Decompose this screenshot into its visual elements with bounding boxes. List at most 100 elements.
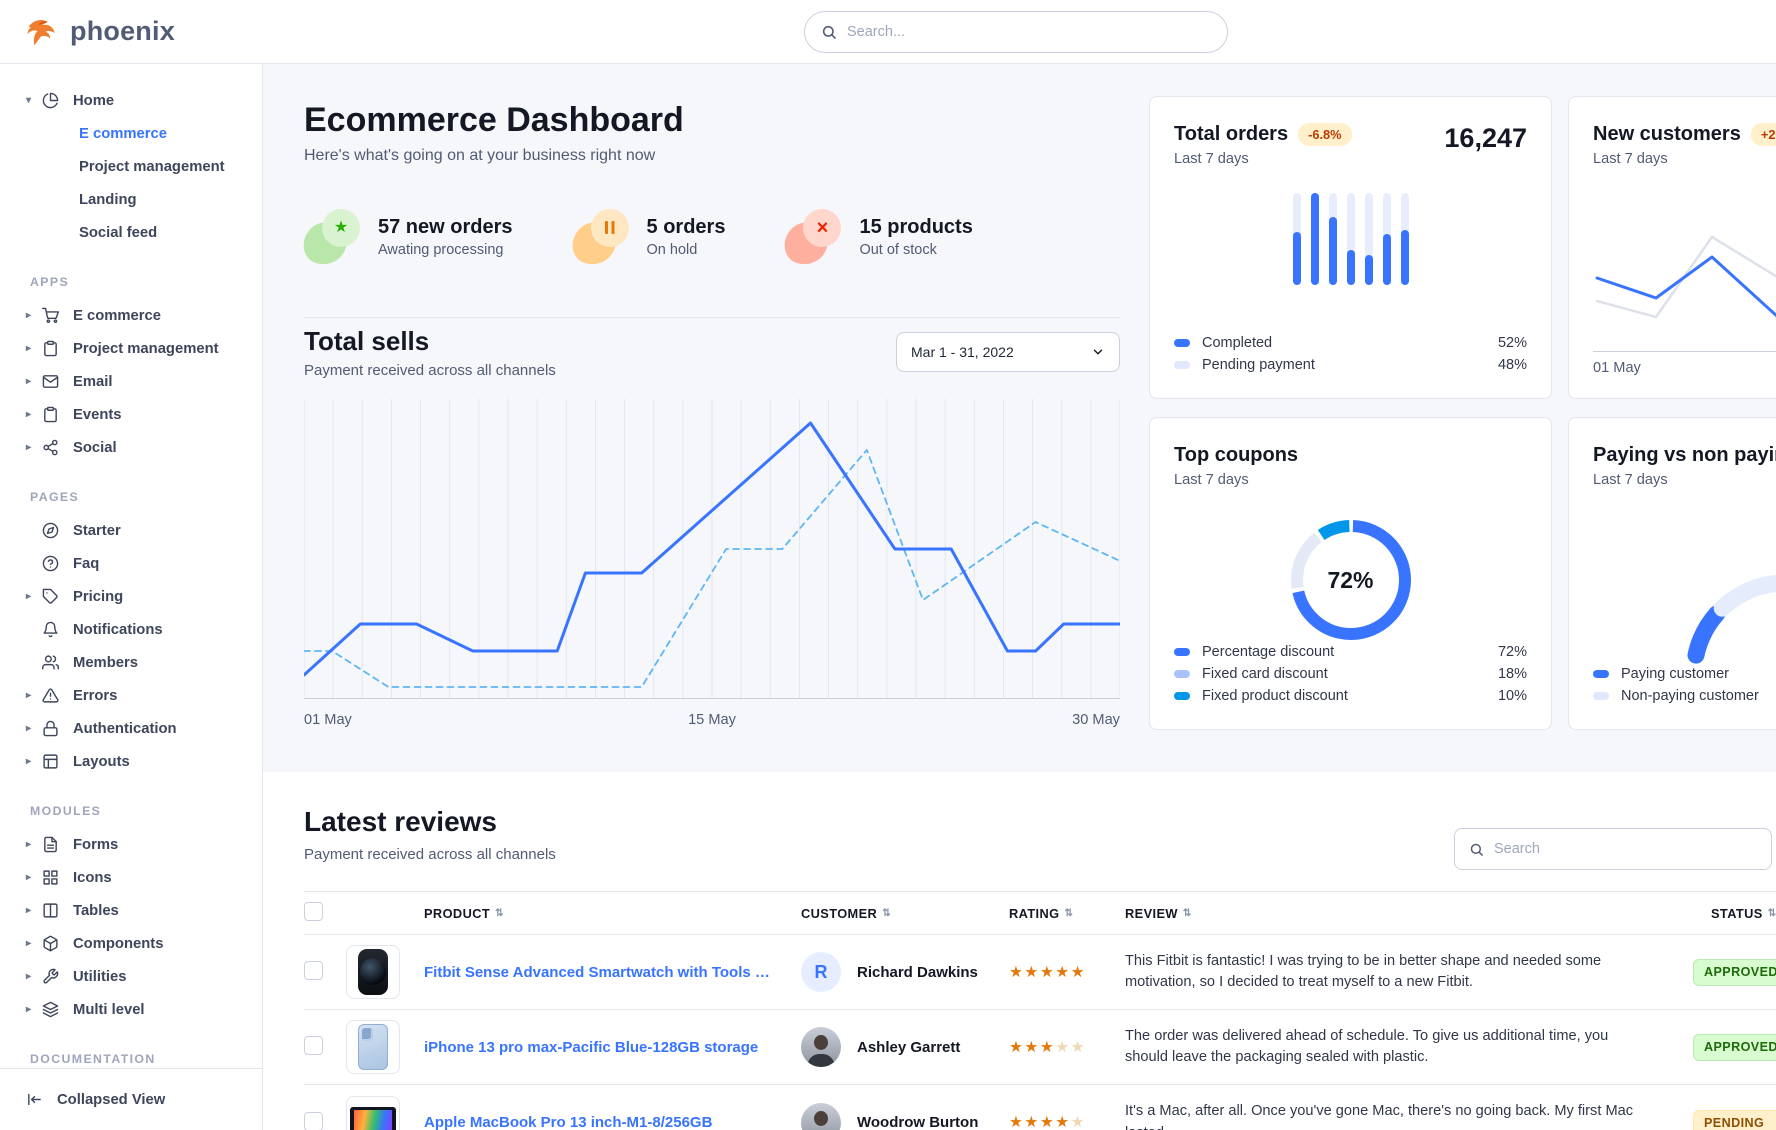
- legend-swatch: [1174, 361, 1190, 369]
- sidebar-item-e-commerce[interactable]: ▸ E commerce: [26, 307, 162, 324]
- pause-icon: [590, 208, 629, 247]
- alert-triangle-icon: [42, 687, 59, 704]
- review-table-row: Apple MacBook Pro 13 inch-M1-8/256GB Woo…: [304, 1085, 1776, 1130]
- sidebar-item-pricing[interactable]: ▸ Pricing: [26, 588, 124, 605]
- sidebar-item-events[interactable]: ▸ Events: [26, 406, 122, 423]
- product-thumbnail[interactable]: [346, 1020, 400, 1074]
- column-header-customer[interactable]: CUSTOMER ⇅: [801, 905, 891, 921]
- tag-icon: [42, 588, 59, 605]
- chevron-down-icon: [1093, 349, 1103, 355]
- card-title: New customers: [1593, 123, 1741, 145]
- caret-right-icon: ▸: [26, 690, 32, 701]
- status-badge: APPROVED✓: [1693, 1033, 1776, 1061]
- row-checkbox[interactable]: [304, 1036, 323, 1055]
- sidebar-item-errors[interactable]: ▸ Errors: [26, 687, 118, 704]
- sidebar-item-multi-level[interactable]: ▸ Multi level: [26, 1001, 145, 1018]
- column-header-status[interactable]: STATUS ⇅: [1711, 905, 1776, 921]
- sidebar-subitem-e-commerce[interactable]: E commerce: [79, 125, 168, 142]
- product-thumbnail[interactable]: [346, 1095, 400, 1130]
- sidebar-subitem-landing[interactable]: Landing: [79, 191, 137, 208]
- reviews-table-header: PRODUCT ⇅ CUSTOMER ⇅ RATING ⇅ REVIEW ⇅ STATU…: [304, 891, 1776, 935]
- caret-right-icon: ▸: [26, 310, 32, 321]
- rating-stars: ★★★★★: [1009, 1114, 1087, 1130]
- star-icon: ★: [322, 208, 360, 247]
- global-search-input[interactable]: [847, 24, 1211, 40]
- select-all-checkbox[interactable]: [304, 902, 323, 921]
- legend-row: Fixed product discount 10%: [1174, 685, 1527, 707]
- customer-name: Richard Dawkins: [857, 963, 978, 981]
- sidebar-item-icons[interactable]: ▸ Icons: [26, 869, 112, 886]
- card-period: Last 7 days: [1174, 151, 1249, 167]
- sidebar-item-members[interactable]: Members: [0, 646, 262, 679]
- column-header-rating[interactable]: RATING ⇅: [1009, 905, 1074, 921]
- phoenix-logo-icon: [27, 19, 55, 45]
- legend-row: Percentage discount 72%: [1174, 641, 1527, 663]
- sort-icon: ⇅: [1064, 907, 1074, 919]
- top-coupons-card: Top coupons Last 7 days 72% Percentage d…: [1149, 417, 1552, 730]
- kpi-cards: Total orders -6.8% Last 7 days 16,247 Co…: [1149, 96, 1776, 772]
- new-customers-card: New customers +26.5% Last 7 days 01 May: [1568, 96, 1776, 399]
- sidebar-item-forms[interactable]: ▸ Forms: [26, 836, 119, 853]
- product-link[interactable]: Apple MacBook Pro 13 inch-M1-8/256GB: [424, 1114, 713, 1130]
- avatar: [801, 1102, 841, 1130]
- caret-right-icon: ▸: [26, 376, 32, 387]
- sidebar-item-starter[interactable]: Starter: [0, 514, 262, 547]
- row-checkbox[interactable]: [304, 1111, 323, 1130]
- sidebar-item-faq[interactable]: Faq: [0, 547, 262, 580]
- sidebar-collapse-toggle[interactable]: Collapsed View: [0, 1068, 262, 1130]
- review-text: The order was delivered ahead of schedul…: [1125, 1027, 1609, 1065]
- row-checkbox[interactable]: [304, 961, 323, 980]
- total-sells-subtitle: Payment received across all channels: [304, 361, 556, 379]
- sidebar-sections: APPS ▸ E commerce ▸ Project management ▸ Email…: [0, 275, 262, 1066]
- sidebar-item-layouts[interactable]: ▸ Layouts: [26, 753, 130, 770]
- reviews-table: PRODUCT ⇅ CUSTOMER ⇅ RATING ⇅ REVIEW ⇅ STATU…: [304, 891, 1776, 1130]
- page-subtitle: Here's what's going on at your business …: [304, 146, 656, 164]
- sidebar-item-tables[interactable]: ▸ Tables: [26, 902, 119, 919]
- package-icon: [42, 935, 59, 952]
- paying-gauge-chart: [1687, 574, 1776, 664]
- reviews-subtitle: Payment received across all channels: [304, 846, 556, 863]
- caret-right-icon: ▸: [26, 343, 32, 354]
- sidebar-item-components[interactable]: ▸ Components: [26, 935, 164, 952]
- brand-logo[interactable]: phoenix: [26, 15, 175, 49]
- caret-right-icon: ▸: [26, 442, 32, 453]
- caret-right-icon: ▸: [26, 1004, 32, 1015]
- legend: Percentage discount 72% Fixed card discoun…: [1174, 641, 1527, 707]
- caret-right-icon: ▸: [26, 756, 32, 767]
- date-range-select[interactable]: Mar 1 - 31, 2022: [896, 332, 1120, 373]
- total-orders-bar-chart: [1174, 193, 1527, 285]
- product-link[interactable]: Fitbit Sense Advanced Smartwatch with To…: [424, 963, 782, 981]
- sidebar-item-label: Home: [73, 92, 115, 109]
- sidebar-subitem-social-feed[interactable]: Social feed: [79, 224, 158, 241]
- sidebar-item-project-management[interactable]: ▸ Project management: [26, 340, 219, 357]
- total-orders-value: 16,247: [1444, 123, 1527, 153]
- product-link[interactable]: iPhone 13 pro max-Pacific Blue-128GB sto…: [424, 1038, 759, 1056]
- sidebar-item-authentication[interactable]: ▸ Authentication: [26, 720, 177, 737]
- clipboard-icon: [42, 340, 59, 357]
- column-header-product[interactable]: PRODUCT ⇅: [424, 905, 504, 921]
- sidebar-item-social[interactable]: ▸ Social: [26, 439, 117, 456]
- x-tick: 15 May: [688, 711, 736, 728]
- product-thumbnail[interactable]: [346, 945, 400, 999]
- sidebar: ▾ Home E commerce Project management Landi…: [0, 64, 263, 1130]
- card-title: Paying vs non paying: [1593, 444, 1776, 466]
- reviews-search-input[interactable]: [1494, 841, 1757, 857]
- sidebar-item-email[interactable]: ▸ Email: [26, 373, 113, 390]
- paying-vs-nonpaying-card: Paying vs non paying Last 7 days Paying …: [1568, 417, 1776, 730]
- sidebar-item-utilities[interactable]: ▸ Utilities: [26, 968, 127, 985]
- reviews-search[interactable]: [1454, 828, 1772, 870]
- legend-swatch: [1174, 670, 1190, 678]
- review-table-row: Fitbit Sense Advanced Smartwatch with To…: [304, 935, 1776, 1010]
- legend-row: Pending payment 48%: [1174, 354, 1527, 376]
- sidebar-item-notifications[interactable]: Notifications: [0, 613, 262, 646]
- wrench-icon: [42, 968, 59, 985]
- sidebar-item-home[interactable]: ▾ Home: [0, 84, 262, 117]
- sidebar-subitem-project-management[interactable]: Project management: [79, 158, 225, 175]
- cart-icon: [42, 307, 59, 324]
- legend-swatch: [1593, 692, 1609, 700]
- column-header-review[interactable]: REVIEW ⇅: [1125, 905, 1192, 921]
- review-table-row: iPhone 13 pro max-Pacific Blue-128GB sto…: [304, 1010, 1776, 1085]
- legend-swatch: [1593, 670, 1609, 678]
- global-search[interactable]: [804, 11, 1228, 53]
- sidebar-section-title: DOCUMENTATION: [30, 1052, 156, 1066]
